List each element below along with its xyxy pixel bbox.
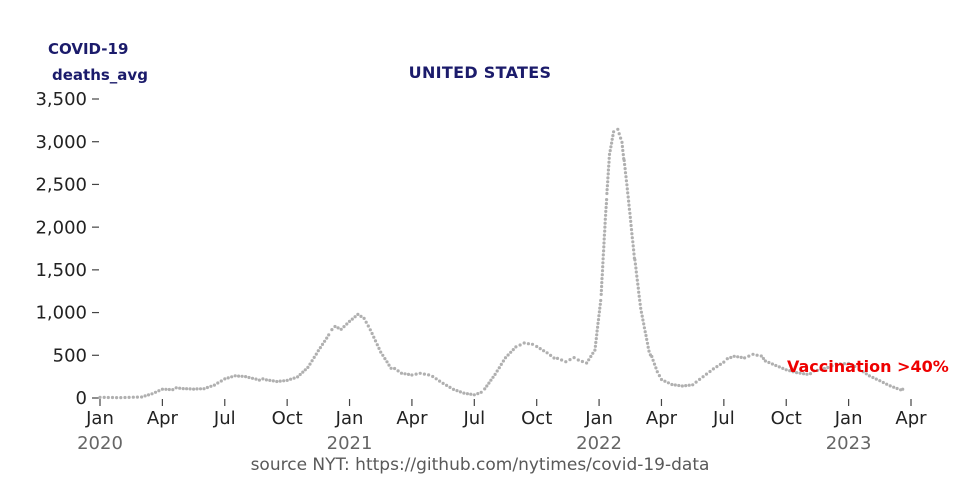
y-tick-label: 2,000 (35, 217, 87, 238)
deaths-avg-series (98, 127, 905, 400)
x-year-label: 2020 (77, 433, 123, 454)
x-tick-label: Jul (462, 408, 485, 429)
y-axis-series-label: COVID-19 deaths_avg (48, 36, 148, 88)
x-year-label: 2022 (576, 433, 622, 454)
vaccination-annotation: Vaccination >40% (787, 357, 949, 376)
x-tick-label: Apr (895, 408, 927, 429)
x-tick-label: Apr (646, 408, 678, 429)
y-tick-label: 3,500 (35, 89, 87, 110)
x-tick-label: Jan (335, 408, 364, 429)
y-tick-label: 0 (76, 388, 87, 409)
x-tick-label: Apr (147, 408, 179, 429)
x-tick-label: Oct (771, 408, 802, 429)
x-tick-label: Jan (834, 408, 863, 429)
y-tick-label: 500 (53, 345, 87, 366)
series-label-line2: deaths_avg (52, 66, 148, 84)
y-tick-label: 1,500 (35, 260, 87, 281)
x-year-label: 2023 (826, 433, 872, 454)
x-tick-label: Jan (85, 408, 114, 429)
series-label-line1: COVID-19 (48, 40, 129, 58)
x-tick-label: Apr (396, 408, 428, 429)
y-tick-label: 3,000 (35, 132, 87, 153)
x-tick-label: Jul (712, 408, 735, 429)
source-caption: source NYT: https://github.com/nytimes/c… (250, 455, 710, 475)
x-year-label: 2021 (327, 433, 373, 454)
x-tick-label: Oct (272, 408, 303, 429)
x-tick-label: Oct (521, 408, 552, 429)
x-tick-label: Jan (584, 408, 613, 429)
x-tick-label: Jul (213, 408, 236, 429)
y-tick-label: 1,000 (35, 303, 87, 324)
chart-title: UNITED STATES (408, 63, 552, 82)
y-tick-label: 2,500 (35, 175, 87, 196)
